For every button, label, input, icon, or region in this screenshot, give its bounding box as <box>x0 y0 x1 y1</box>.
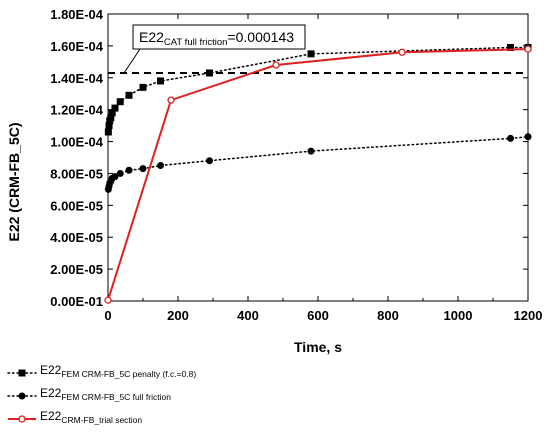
series-2 <box>104 133 532 193</box>
series-2-point <box>125 166 133 174</box>
annotation-sub: CAT full friction <box>164 37 228 48</box>
series-3-point <box>167 96 175 104</box>
series-3-point <box>398 48 406 56</box>
legend-label-sub: FEM CRM-FB_5C penalty (f.c.=0.8) <box>61 369 196 379</box>
annotation-value: =0.000143 <box>227 29 294 45</box>
series-group <box>104 43 532 304</box>
series-2-point <box>157 161 164 169</box>
series-1-point <box>157 77 164 85</box>
y-tick-label: 1.60E-04 <box>50 39 104 54</box>
series-2-point <box>111 173 119 181</box>
series-1-point <box>307 50 315 58</box>
legend-marker <box>18 392 26 400</box>
series-2-point <box>507 134 514 142</box>
legend-label-sub: CRM-FB_trial section <box>61 415 142 425</box>
y-tick-label: 1.20E-04 <box>50 103 104 118</box>
legend-label: E22CRM-FB_trial section <box>40 409 142 425</box>
annotation-leader <box>123 48 141 74</box>
y-tick-label: 4.00E-05 <box>50 230 103 245</box>
series-3-point <box>104 296 112 304</box>
tick-labels: 0 200 400 600 800 1000 1200 0.00E-01 2.00E-05 4.0… <box>50 7 542 323</box>
series-1-point <box>105 122 113 130</box>
legend-label: E22FEM CRM-FB_5C full friction <box>40 386 171 402</box>
legend: E22FEM CRM-FB_5C penalty (f.c.=0.8)E22FE… <box>7 363 196 425</box>
legend-item-1: E22FEM CRM-FB_5C penalty (f.c.=0.8) <box>7 363 196 379</box>
series-2-point <box>206 157 213 165</box>
series-1-point <box>104 128 112 136</box>
y-tick-label: 1.40E-04 <box>50 71 104 86</box>
series-3-point <box>524 45 532 53</box>
series-2-point <box>307 147 315 155</box>
legend-label: E22FEM CRM-FB_5C penalty (f.c.=0.8) <box>40 363 196 379</box>
y-axis-title: E22 (CRM-FB_5C) <box>6 122 22 241</box>
y-tick-label: 1.00E-04 <box>50 135 104 150</box>
legend-label-sub: FEM CRM-FB_5C full friction <box>61 392 171 402</box>
legend-label-main: E22 <box>40 363 62 377</box>
series-3 <box>104 45 532 304</box>
series-1-point <box>107 114 115 122</box>
series-1-point <box>116 98 124 106</box>
x-tick-label: 800 <box>377 308 399 323</box>
series-1-point <box>108 109 116 117</box>
series-2-point <box>116 169 124 177</box>
series-1-point <box>507 43 514 51</box>
x-tick-label: 400 <box>237 308 259 323</box>
axes <box>107 13 529 302</box>
series-1-point <box>139 83 147 91</box>
series-2-line <box>107 136 529 191</box>
series-2-point <box>524 133 532 141</box>
series-1-point <box>111 104 119 112</box>
series-3-point <box>272 61 280 69</box>
series-1-point <box>125 91 133 99</box>
y-tick-label: 0.00E-01 <box>50 294 103 309</box>
x-tick-label: 1000 <box>444 308 473 323</box>
annotation-box <box>132 24 306 50</box>
series-2-point <box>139 165 147 173</box>
y-tick-label: 1.80E-04 <box>50 7 104 22</box>
legend-item-2: E22FEM CRM-FB_5C full friction <box>7 386 171 402</box>
legend-label-main: E22 <box>40 386 62 400</box>
annotation-main: E22 <box>139 29 164 45</box>
x-tick-label: 200 <box>167 308 189 323</box>
reference-line <box>108 48 528 74</box>
legend-marker <box>18 369 26 377</box>
plot-frame <box>107 13 529 302</box>
legend-item-3: E22CRM-FB_trial section <box>8 409 142 425</box>
series-1 <box>104 43 532 136</box>
x-tick-label: 600 <box>307 308 329 323</box>
annotation-label: E22CAT full friction=0.000143 <box>139 29 294 48</box>
series-1-point <box>206 69 213 77</box>
y-tick-label: 6.00E-05 <box>50 198 103 213</box>
legend-label-main: E22 <box>40 409 62 423</box>
legend-marker <box>18 415 26 423</box>
x-axis-title: Time, s <box>294 339 342 355</box>
series-3-line <box>107 48 529 301</box>
x-tick-label: 1200 <box>514 308 543 323</box>
reference-annotation: E22CAT full friction=0.000143 <box>132 24 306 50</box>
y-tick-label: 8.00E-05 <box>50 166 103 181</box>
x-tick-label: 0 <box>104 308 111 323</box>
y-tick-label: 2.00E-05 <box>50 262 103 277</box>
